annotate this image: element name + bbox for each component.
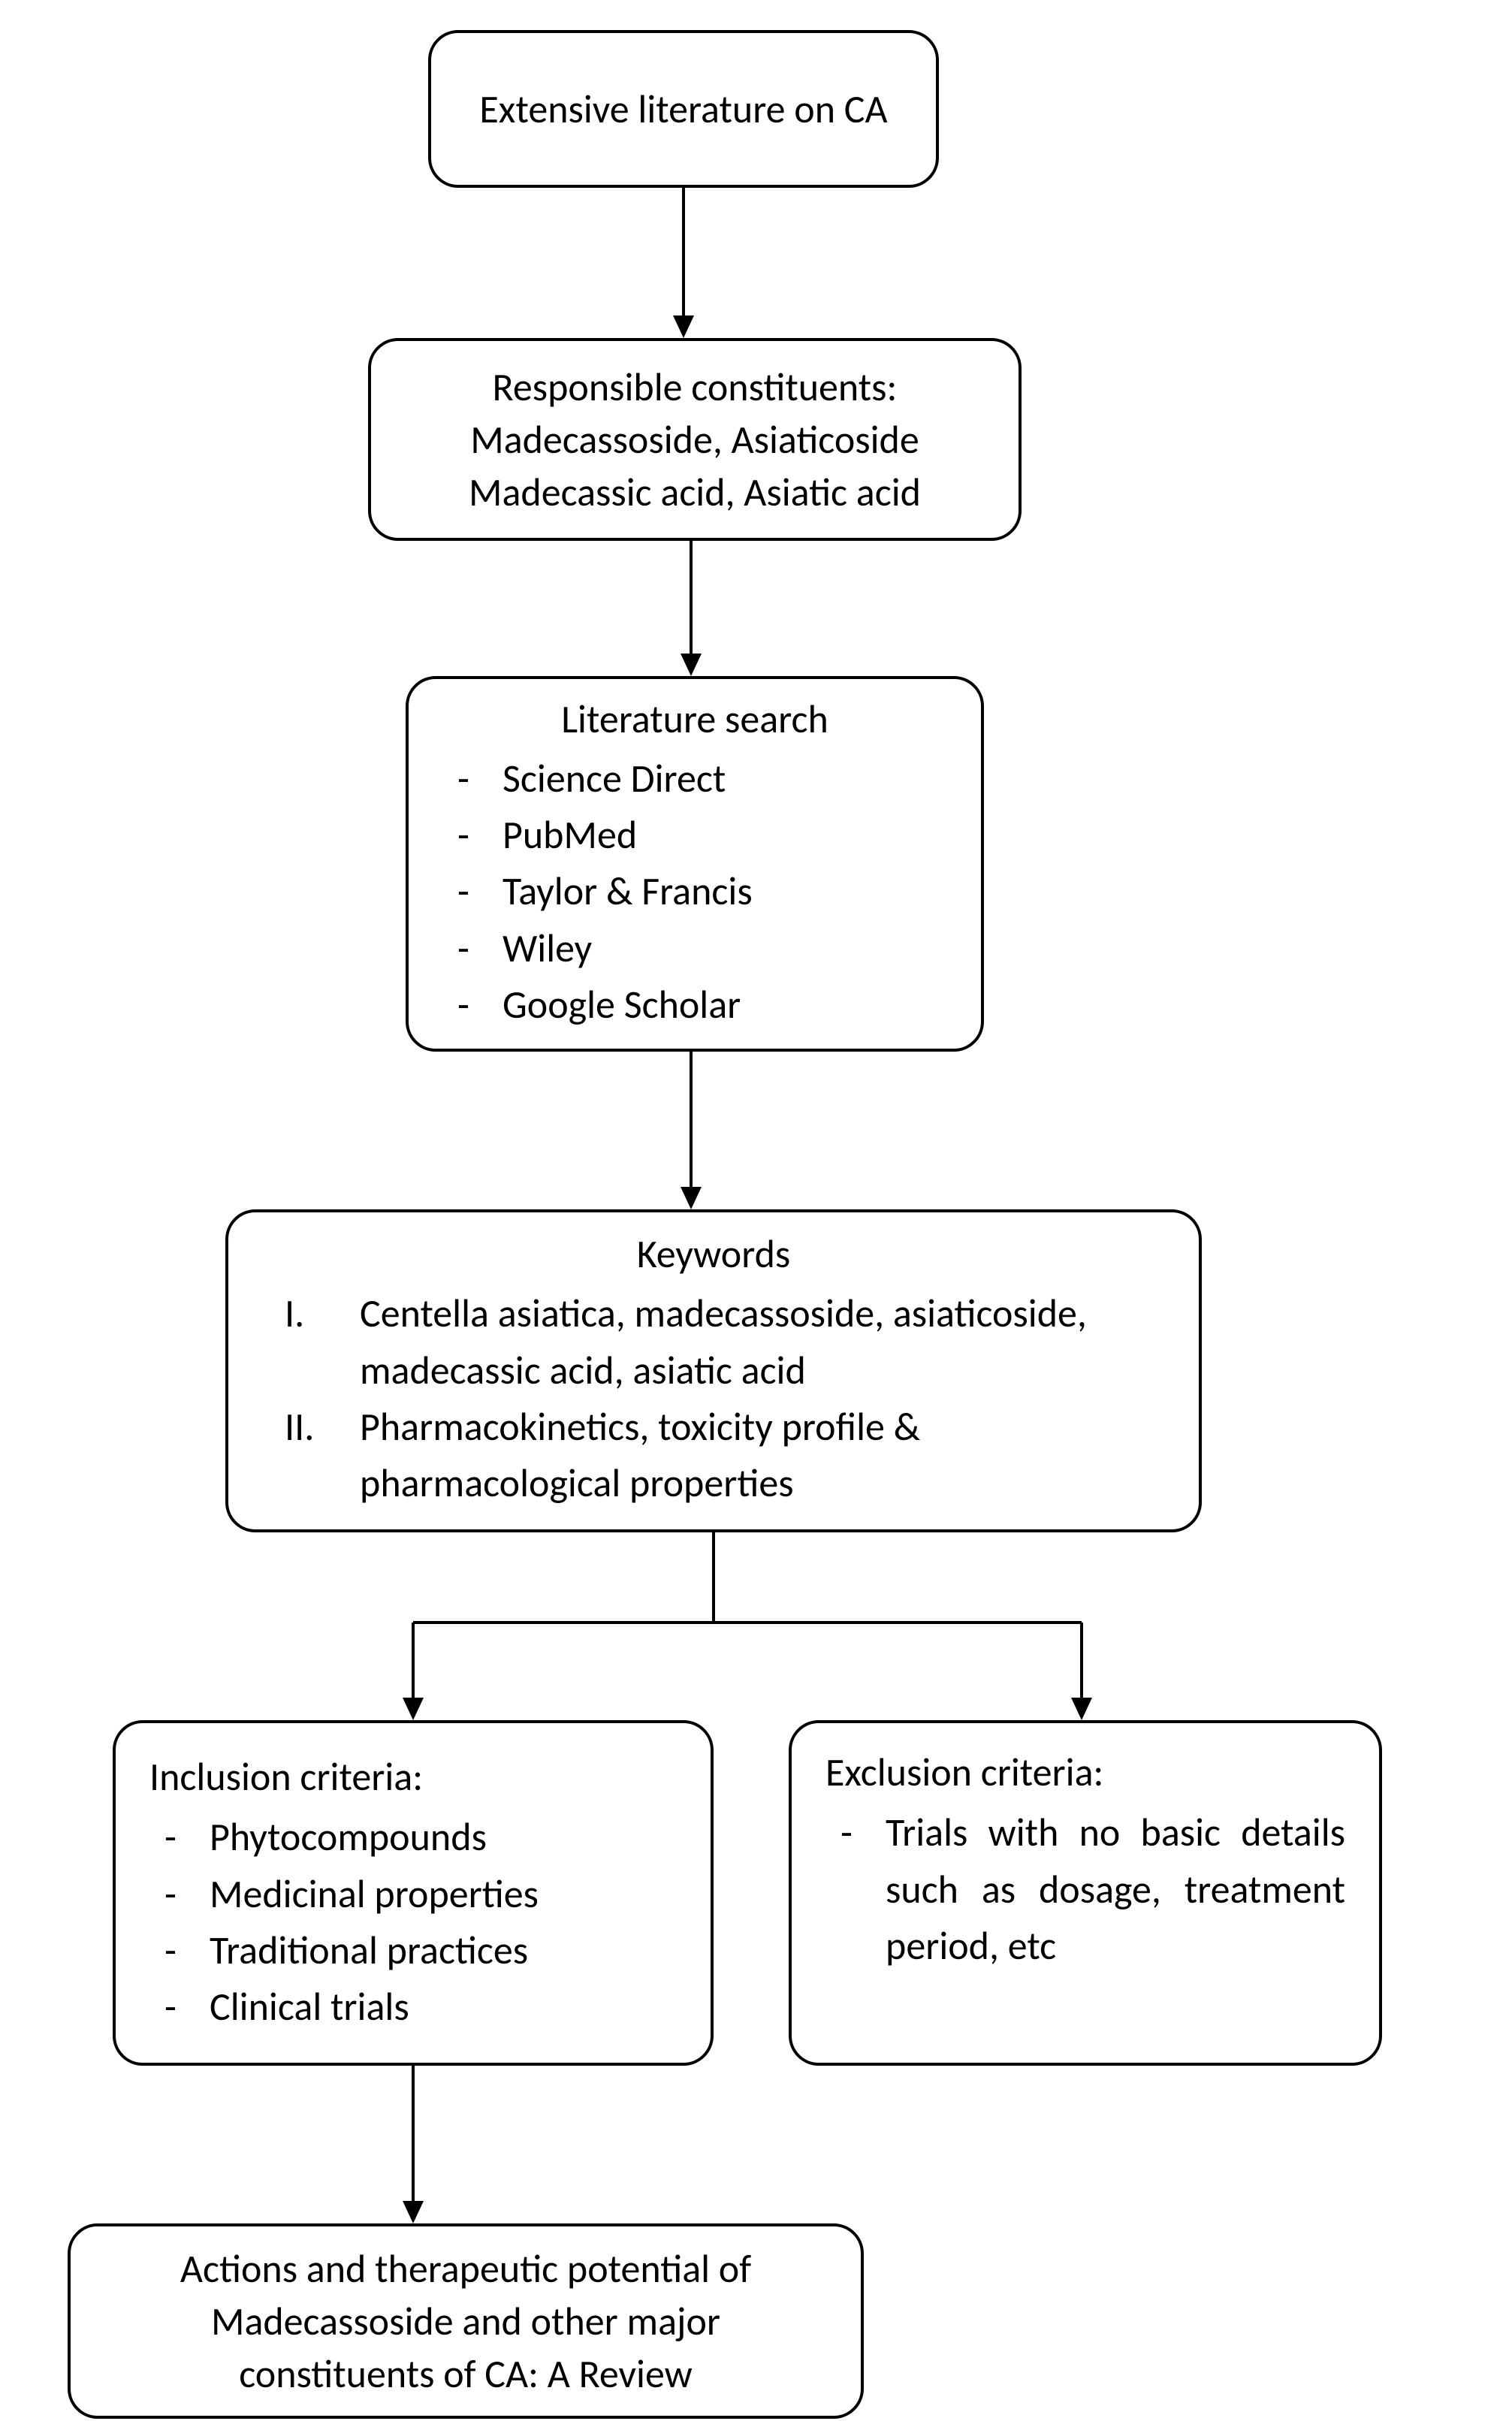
roman-num: II. (285, 1399, 360, 1455)
list-item: Google Scholar (442, 977, 947, 1033)
arrow-5 (406, 2066, 421, 2223)
arrow-3 (684, 1052, 699, 1209)
node-review-line1: Actions and therapeutic potential of (180, 2242, 751, 2295)
list-item: Medicinal properties (149, 1866, 677, 1922)
list-item: Trials with no basic details such as dos… (825, 1804, 1345, 1974)
list-item: PubMed (442, 807, 947, 863)
node-review-line2: Madecassoside and other major (211, 2295, 720, 2347)
node-review: Actions and therapeutic potential of Mad… (68, 2223, 864, 2419)
node-keywords-title: Keywords (262, 1230, 1165, 1278)
node-literature: Extensive literature on CA (428, 30, 939, 188)
list-item: Science Direct (442, 750, 947, 807)
node-literature-search-title: Literature search (442, 695, 947, 743)
node-inclusion-header: Inclusion criteria: (149, 1750, 677, 1803)
node-inclusion: Inclusion criteria: Phytocompounds Medic… (113, 1720, 714, 2066)
node-exclusion-header: Exclusion criteria: (825, 1746, 1345, 1798)
list-item: Phytocompounds (149, 1809, 677, 1865)
node-literature-search: Literature search Science Direct PubMed … (406, 676, 984, 1052)
roman-text: Pharmacokinetics, toxicity profile & pha… (360, 1402, 920, 1507)
node-constituents: Responsible constituents: Madecassoside,… (368, 338, 1022, 541)
roman-text: Centella asiatica, madecassoside, asiati… (360, 1289, 1087, 1393)
node-constituents-line3: Madecassic acid, Asiatic acid (469, 466, 921, 518)
arrow-1 (676, 188, 691, 338)
list-item-roman: II.Pharmacokinetics, toxicity profile & … (262, 1399, 1165, 1512)
node-keywords: Keywords I.Centella asiatica, madecassos… (225, 1209, 1202, 1532)
node-literature-text: Extensive literature on CA (479, 83, 887, 135)
node-exclusion: Exclusion criteria: Trials with no basic… (789, 1720, 1382, 2066)
arrow-2 (684, 541, 699, 676)
flowchart-container: Extensive literature on CA Responsible c… (0, 0, 1512, 2421)
node-review-line3: constituents of CA: A Review (239, 2347, 693, 2400)
list-item: Taylor & Francis (442, 863, 947, 919)
node-constituents-line1: Responsible constituents: (493, 361, 898, 413)
list-item: Traditional practices (149, 1922, 677, 1979)
arrow-branch (0, 1532, 1512, 1728)
node-constituents-line2: Madecassoside, Asiaticoside (470, 413, 919, 466)
roman-num: I. (285, 1285, 360, 1342)
list-item-roman: I.Centella asiatica, madecassoside, asia… (262, 1285, 1165, 1399)
list-item: Wiley (442, 920, 947, 977)
list-item: Clinical trials (149, 1979, 677, 2035)
